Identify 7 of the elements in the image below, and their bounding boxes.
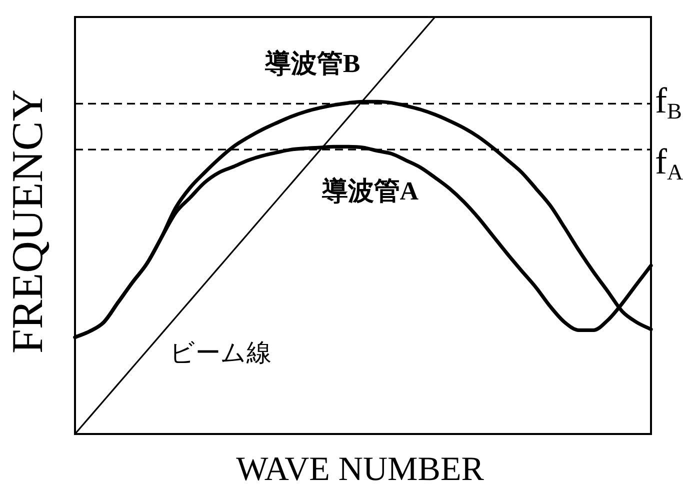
series-label: 導波管A: [320, 176, 419, 205]
series-label: 導波管B: [264, 48, 360, 78]
ref-line-label: f$_{B}$: [655, 80, 682, 124]
y-axis-title: FREQUENCY: [3, 89, 52, 354]
x-axis-title: WAVE NUMBER: [236, 451, 484, 484]
series-label: ビーム線: [169, 340, 272, 367]
ref-line-label: f$_{A}$: [655, 142, 683, 184]
